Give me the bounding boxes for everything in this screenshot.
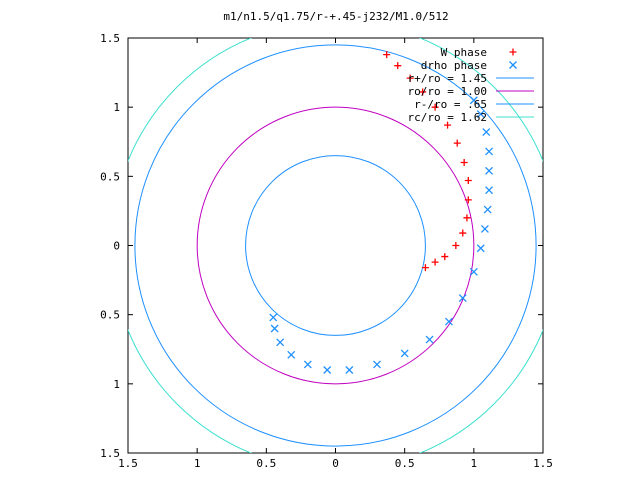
- legend-label: rc/ro = 1.62: [408, 111, 487, 124]
- x-tick-label: 0: [332, 457, 339, 470]
- x-tick-label: 0.5: [395, 457, 415, 470]
- drho-phase-marker: [485, 166, 494, 175]
- legend-marker: [509, 48, 517, 56]
- drho-phase-marker: [345, 366, 354, 374]
- w-phase-marker: [464, 196, 472, 204]
- legend-label: W phase: [441, 46, 487, 59]
- y-tick-label: 1: [113, 378, 120, 391]
- axis-ticks: 1.5 1 0.5 0 0.5 1 1.51.510.500.511.5: [100, 32, 553, 470]
- y-tick-label: 0.5: [100, 309, 120, 322]
- legend-label: r-/ro = .65: [414, 98, 487, 111]
- legend-label: drho phase: [421, 59, 487, 72]
- w-phase-marker: [431, 103, 439, 111]
- legend-marker: [509, 61, 517, 69]
- x-tick-label: 1.5: [118, 457, 138, 470]
- drho-phase-marker: [269, 313, 278, 322]
- w-phase-marker: [394, 62, 402, 70]
- reference-circles: [128, 38, 543, 453]
- chart-title: m1/n1.5/q1.75/r-+.45-j232/M1.0/512: [223, 10, 448, 23]
- drho-phase-marker: [303, 360, 312, 369]
- drho-phase-marker: [276, 338, 285, 347]
- w-phase-marker: [383, 51, 391, 59]
- w-phase-marker: [464, 176, 472, 184]
- drho-phase-marker: [287, 350, 296, 359]
- y-tick-label: 1.5: [100, 32, 120, 45]
- drho-phase-marker: [425, 335, 434, 344]
- legend-label: ro/ro = 1.00: [408, 85, 487, 98]
- drho-phase-marker: [476, 110, 485, 119]
- drho-phase-marker: [476, 244, 485, 253]
- drho-phase-marker: [469, 267, 478, 276]
- drho-phase-marker: [458, 294, 467, 303]
- y-tick-label: 1.5: [100, 447, 120, 460]
- w-phase-marker: [419, 88, 427, 96]
- w-phase-marker: [453, 139, 461, 147]
- drho-phase-marker: [482, 128, 491, 137]
- drho-phase-marker: [469, 96, 478, 105]
- y-tick-label: 0: [113, 240, 120, 253]
- x-tick-label: 1: [194, 457, 201, 470]
- phase-markers: [269, 51, 494, 374]
- circle-rc: [128, 38, 543, 453]
- x-tick-label: 1.5: [533, 457, 553, 470]
- drho-phase-marker: [323, 366, 332, 374]
- y-tick-label: 0.5: [100, 170, 120, 183]
- w-phase-marker: [421, 264, 429, 272]
- drho-phase-marker: [485, 147, 494, 156]
- drho-phase-marker: [444, 317, 453, 326]
- y-tick-label: 1: [113, 101, 120, 114]
- w-phase-marker: [463, 214, 471, 222]
- x-tick-label: 1: [471, 457, 478, 470]
- circle-ro: [196, 106, 475, 385]
- legend-label: r+/ro = 1.45: [408, 72, 487, 85]
- drho-phase-marker: [373, 360, 381, 369]
- w-phase-marker: [452, 242, 460, 249]
- drho-phase-marker: [480, 224, 489, 233]
- w-phase-marker: [459, 229, 467, 237]
- x-tick-label: 0.5: [256, 457, 276, 470]
- drho-phase-marker: [485, 186, 494, 195]
- w-phase-marker: [460, 159, 468, 166]
- w-phase-marker: [441, 253, 449, 261]
- drho-phase-marker: [400, 349, 409, 358]
- circle-r-: [245, 155, 426, 336]
- w-phase-marker: [444, 121, 452, 129]
- w-phase-marker: [406, 74, 414, 82]
- drho-phase-marker: [270, 324, 279, 333]
- drho-phase-marker: [483, 205, 492, 214]
- circle-r+: [134, 44, 537, 447]
- w-phase-marker: [431, 258, 439, 266]
